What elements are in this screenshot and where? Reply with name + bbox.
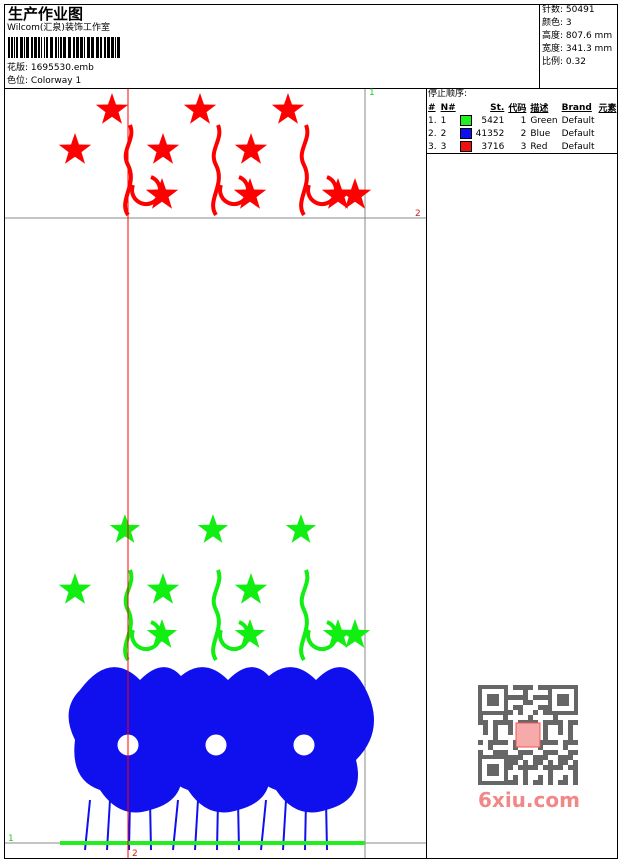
- star-motif: [183, 93, 217, 124]
- star-motif: [339, 619, 371, 648]
- star-motif: [234, 573, 268, 604]
- page-title: 生产作业图: [8, 5, 84, 23]
- vine-motif: [299, 124, 310, 217]
- colorway-row: 色位: Colorway 1: [7, 76, 81, 87]
- star-motif: [234, 133, 268, 164]
- curl-motif: [130, 620, 162, 652]
- marker-top-1: 1: [369, 88, 375, 98]
- info-stitches: 针数: 50491: [542, 5, 595, 15]
- star-motif: [146, 133, 180, 164]
- info-colors: 颜色: 3: [542, 18, 572, 28]
- design-label: 花版:: [7, 63, 29, 73]
- stop-sequence-title: 停止顺序:: [428, 89, 468, 99]
- color-swatch-red: [459, 141, 472, 152]
- green-baseline: [60, 841, 365, 845]
- red-embroidery: [58, 93, 372, 217]
- star-motif: [233, 178, 267, 209]
- barcode: [8, 37, 120, 58]
- info-list: 针数: 50491 颜色: 3 高度: 807.6 mm 宽度: 341.3 m…: [542, 4, 612, 69]
- table-row: 2. 2 41352 2 Blue Default: [428, 128, 595, 139]
- info-scale: 比例: 0.32: [542, 57, 586, 67]
- colorway-label: 色位:: [7, 76, 29, 86]
- star-motif: [271, 93, 305, 124]
- green-embroidery: [58, 514, 371, 662]
- table-row: 1. 1 5421 1 Green Default: [428, 115, 595, 126]
- star-motif: [197, 514, 229, 543]
- design-preview: [5, 89, 426, 858]
- color-swatch-green: [459, 115, 472, 126]
- table-row: 3. 3 3716 3 Red Default: [428, 141, 595, 152]
- flower-center: [290, 731, 318, 759]
- qr-code: [478, 685, 578, 785]
- star-motif: [285, 514, 317, 543]
- vine-motif: [299, 569, 310, 662]
- design-file-row: 花版: 1695530.emb: [7, 63, 94, 74]
- color-swatch-blue: [459, 128, 472, 139]
- star-motif: [109, 514, 141, 543]
- company-name: Wilcom(汇泉)装饰工作室: [7, 23, 110, 33]
- stop-sequence-box: [426, 88, 618, 154]
- design-file: 1695530.emb: [30, 63, 94, 73]
- stop-sequence-table: # N# St. 代码 描述 Brand 元素 1. 1 5421 1 Green Default…: [426, 101, 619, 153]
- curl-motif: [130, 175, 162, 207]
- colorway-value: Colorway 1: [30, 76, 82, 86]
- star-motif: [95, 93, 129, 124]
- marker-top-2: 2: [415, 209, 421, 219]
- curl-motif: [306, 175, 338, 207]
- info-height: 高度: 807.6 mm: [542, 31, 613, 41]
- star-motif: [146, 573, 180, 604]
- star-motif: [338, 178, 372, 209]
- table-header: # N# St. 代码 描述 Brand 元素: [428, 102, 617, 115]
- star-motif: [145, 178, 179, 209]
- vine-motif: [211, 569, 222, 662]
- marker-bottom-1: 1: [8, 834, 14, 844]
- curl-motif: [306, 620, 338, 652]
- watermark-text: 6xiu.com: [478, 788, 580, 812]
- info-width: 宽度: 341.3 mm: [542, 44, 613, 54]
- star-motif: [58, 573, 92, 604]
- marker-bottom-2: 2: [132, 849, 138, 859]
- flower-center: [202, 731, 230, 759]
- curl-motif: [218, 620, 250, 652]
- star-motif: [321, 178, 355, 209]
- blue-embroidery: [68, 667, 374, 851]
- vine-motif: [211, 124, 222, 217]
- watermark: 6xiu.com: [470, 680, 585, 815]
- star-motif: [58, 133, 92, 164]
- curl-motif: [218, 175, 250, 207]
